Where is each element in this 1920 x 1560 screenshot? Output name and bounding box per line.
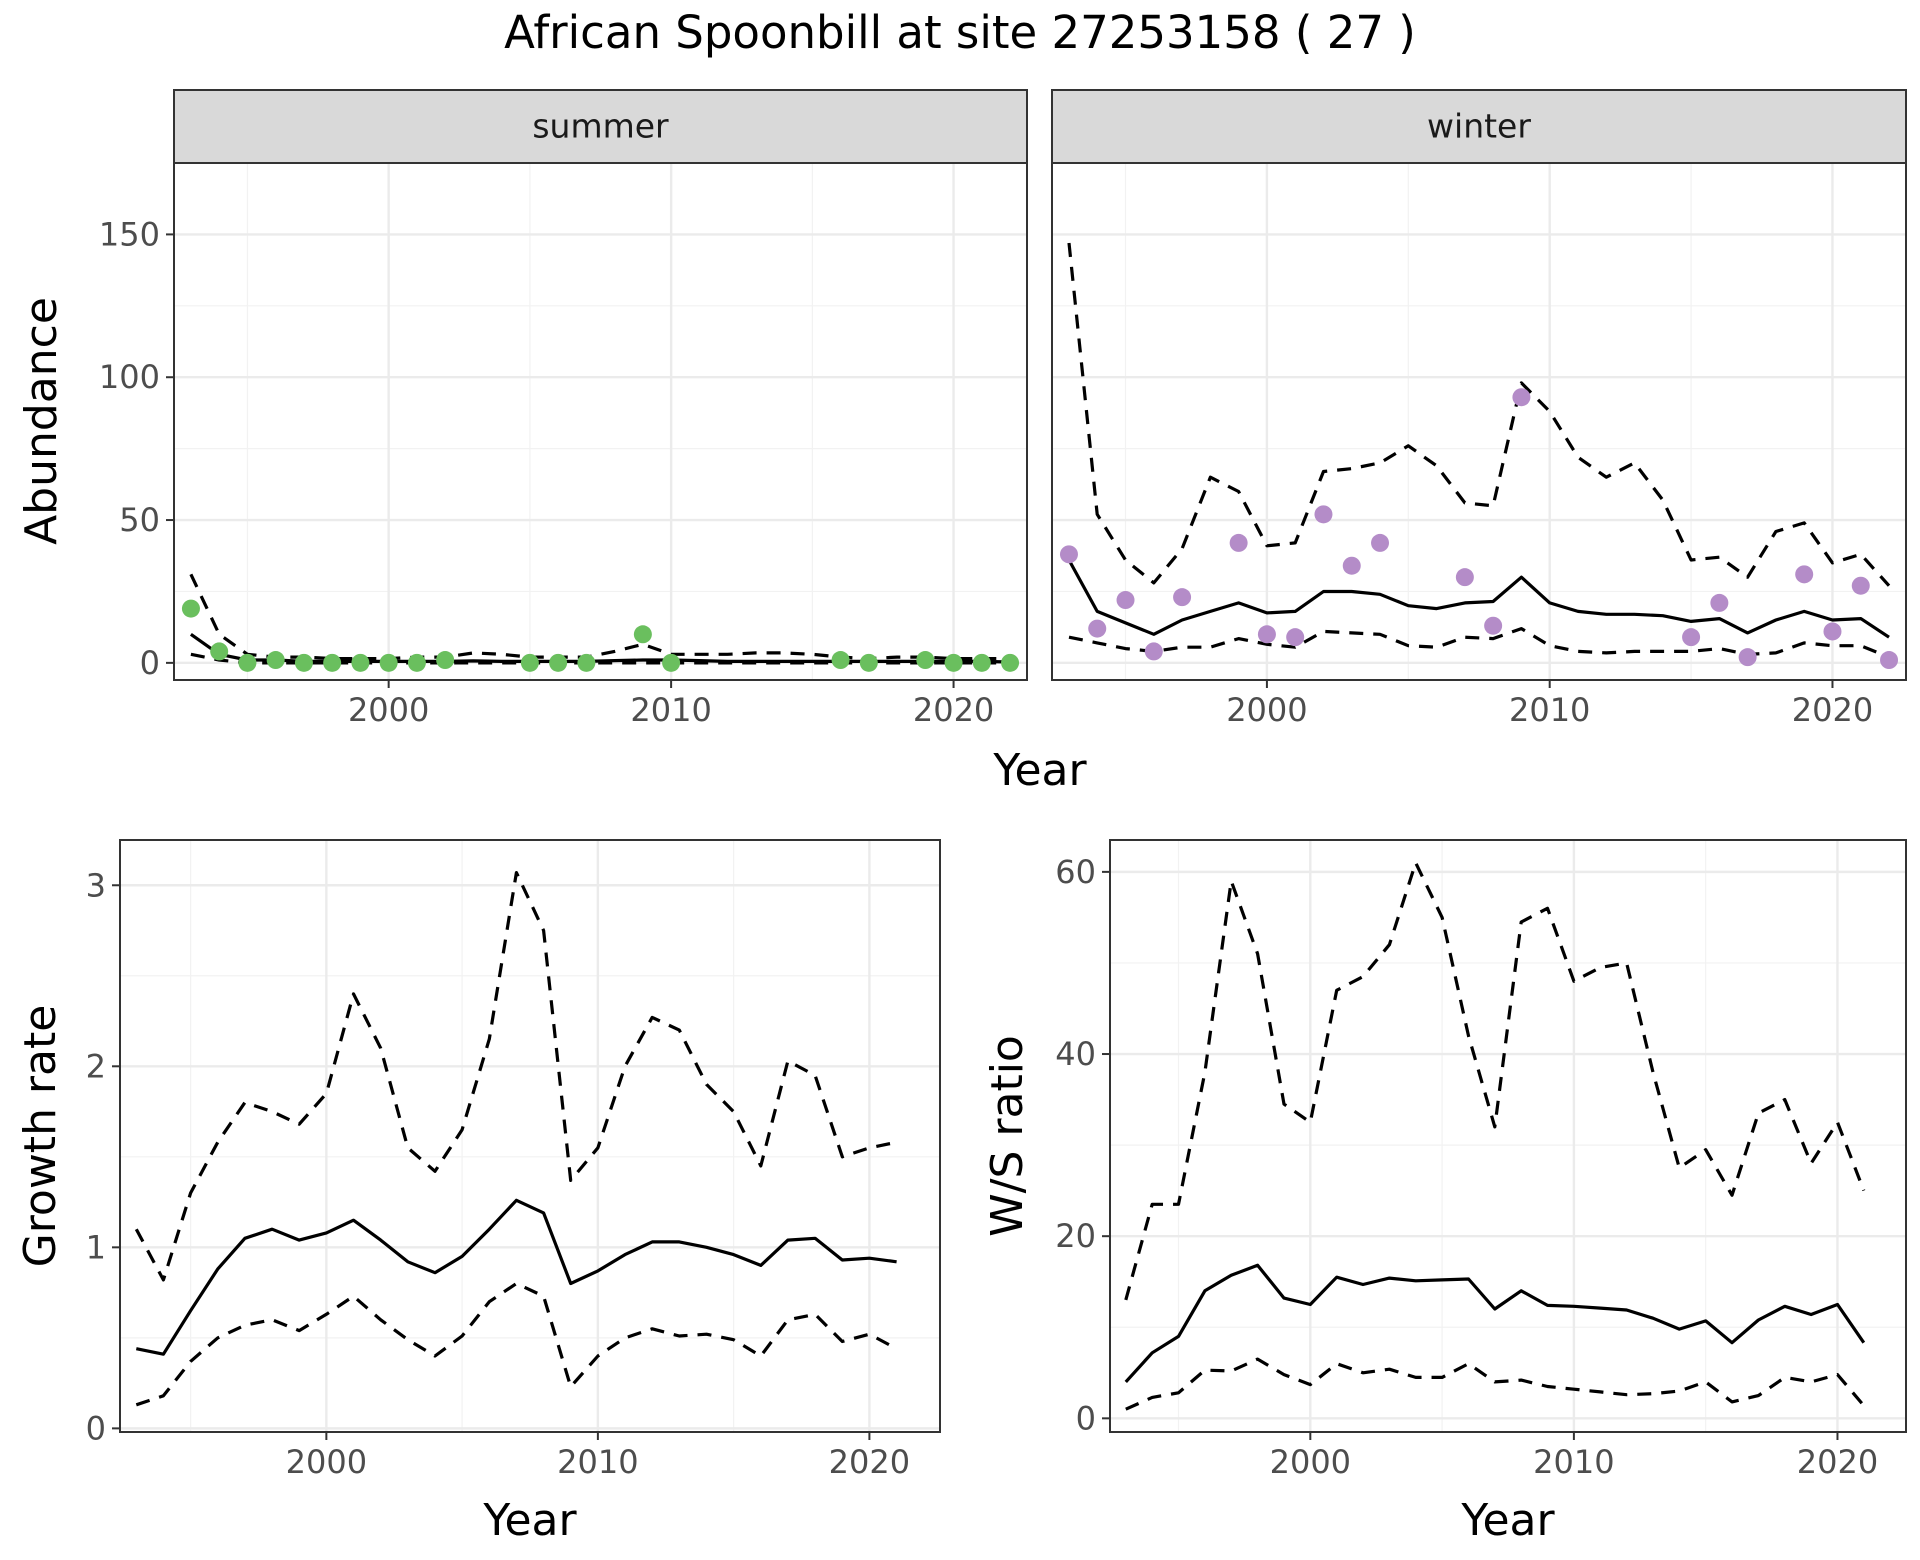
series-line-lower — [135, 1281, 898, 1407]
y-tick-label: 20 — [1055, 1217, 1096, 1255]
data-point — [520, 653, 539, 672]
data-point — [972, 653, 991, 672]
data-point — [210, 642, 229, 661]
data-point — [1880, 651, 1899, 670]
data-point — [859, 653, 878, 672]
data-point — [1455, 568, 1474, 587]
facet-label: summer — [532, 107, 669, 146]
y-tick-label: 100 — [99, 358, 160, 396]
x-tick-label: 2010 — [557, 1443, 638, 1481]
panel-w-s-ratio: 2000 2010 2020 0 20 40 60 Year W/S ratio — [982, 839, 1907, 1546]
data-point — [351, 653, 370, 672]
data-point — [1144, 642, 1163, 661]
y-tick-label: 0 — [1076, 1399, 1096, 1437]
data-point — [379, 653, 398, 672]
x-tick-label: 2000 — [348, 691, 429, 729]
x-tick-label: 2020 — [1797, 1443, 1878, 1481]
data-point — [323, 653, 342, 672]
data-point — [436, 651, 455, 670]
x-tick-label: 2020 — [1792, 691, 1873, 729]
x-tick-label: 2000 — [1270, 1443, 1351, 1481]
data-point — [916, 651, 935, 670]
data-point — [1229, 533, 1248, 552]
data-point — [1710, 593, 1729, 612]
data-point — [1314, 505, 1333, 524]
data-point — [1795, 565, 1814, 584]
data-point — [577, 653, 596, 672]
x-axis-title: Year — [1460, 1495, 1555, 1546]
data-point — [1738, 648, 1757, 667]
y-tick-label: 150 — [99, 215, 160, 253]
data-point — [944, 653, 963, 672]
data-point — [1371, 533, 1390, 552]
y-tick-label: 0 — [86, 1409, 106, 1447]
y-tick-label: 3 — [86, 866, 106, 904]
x-tick-label: 2020 — [829, 1443, 910, 1481]
data-point — [662, 653, 681, 672]
data-point — [1001, 653, 1020, 672]
data-point — [1257, 625, 1276, 644]
y-tick-label: 0 — [140, 644, 160, 682]
data-point — [1342, 556, 1361, 575]
data-point — [633, 625, 652, 644]
x-tick-label: 2010 — [1509, 691, 1590, 729]
facet-strip — [173, 89, 1028, 164]
panel-border — [1109, 839, 1907, 1433]
y-tick-label: 60 — [1055, 853, 1096, 891]
series-line-mean — [135, 1198, 897, 1356]
data-point — [1823, 622, 1842, 641]
data-point — [549, 653, 568, 672]
x-axis-title: Year — [482, 1495, 577, 1546]
chart-title: African Spoonbill at site 27253158 ( 27 … — [504, 6, 1416, 59]
x-tick-label: 2000 — [1226, 691, 1307, 729]
data-point — [1088, 619, 1107, 638]
panel-growth-rate: 2000 2010 2020 0 1 2 3 Year Growth rate — [15, 839, 941, 1546]
series-line-mean — [1067, 559, 1890, 639]
x-tick-label: 2000 — [286, 1443, 367, 1481]
data-point — [181, 599, 200, 618]
series-line-upper — [1124, 861, 1866, 1301]
panel-summer: summer 2000 2010 2020 0 50 100 150 Abundance — [16, 89, 1028, 729]
panel-border — [119, 839, 941, 1433]
data-point — [1682, 628, 1701, 647]
x-tick-label: 2010 — [630, 691, 711, 729]
data-point — [831, 651, 850, 670]
series-line-mean — [1124, 1263, 1866, 1383]
data-point — [1173, 588, 1192, 607]
data-point — [266, 651, 285, 670]
y-tick-label: 40 — [1055, 1035, 1096, 1073]
data-point — [1484, 616, 1503, 635]
facet-label: winter — [1427, 107, 1531, 146]
y-tick-label: 2 — [86, 1047, 106, 1085]
series-line-upper — [1067, 242, 1891, 587]
data-point — [294, 653, 313, 672]
data-point — [1851, 576, 1870, 595]
y-axis-title: Growth rate — [15, 1005, 66, 1268]
data-point — [1512, 388, 1531, 407]
panel-winter: winter 2000 2010 2020 Year — [992, 89, 1907, 796]
data-point — [1116, 591, 1135, 610]
x-tick-label: 2010 — [1533, 1443, 1614, 1481]
data-point — [1059, 545, 1078, 564]
y-tick-label: 50 — [119, 501, 160, 539]
series-line-lower — [1125, 1357, 1866, 1411]
x-axis-title: Year — [992, 745, 1087, 796]
y-axis-title: Abundance — [16, 297, 67, 545]
data-point — [1286, 628, 1305, 647]
facet-strip — [1051, 89, 1907, 164]
y-axis-title: W/S ratio — [982, 1035, 1033, 1237]
y-tick-label: 1 — [86, 1228, 106, 1266]
data-point — [407, 653, 426, 672]
series-line-upper — [134, 871, 897, 1282]
x-tick-label: 2020 — [913, 691, 994, 729]
data-point — [238, 653, 257, 672]
